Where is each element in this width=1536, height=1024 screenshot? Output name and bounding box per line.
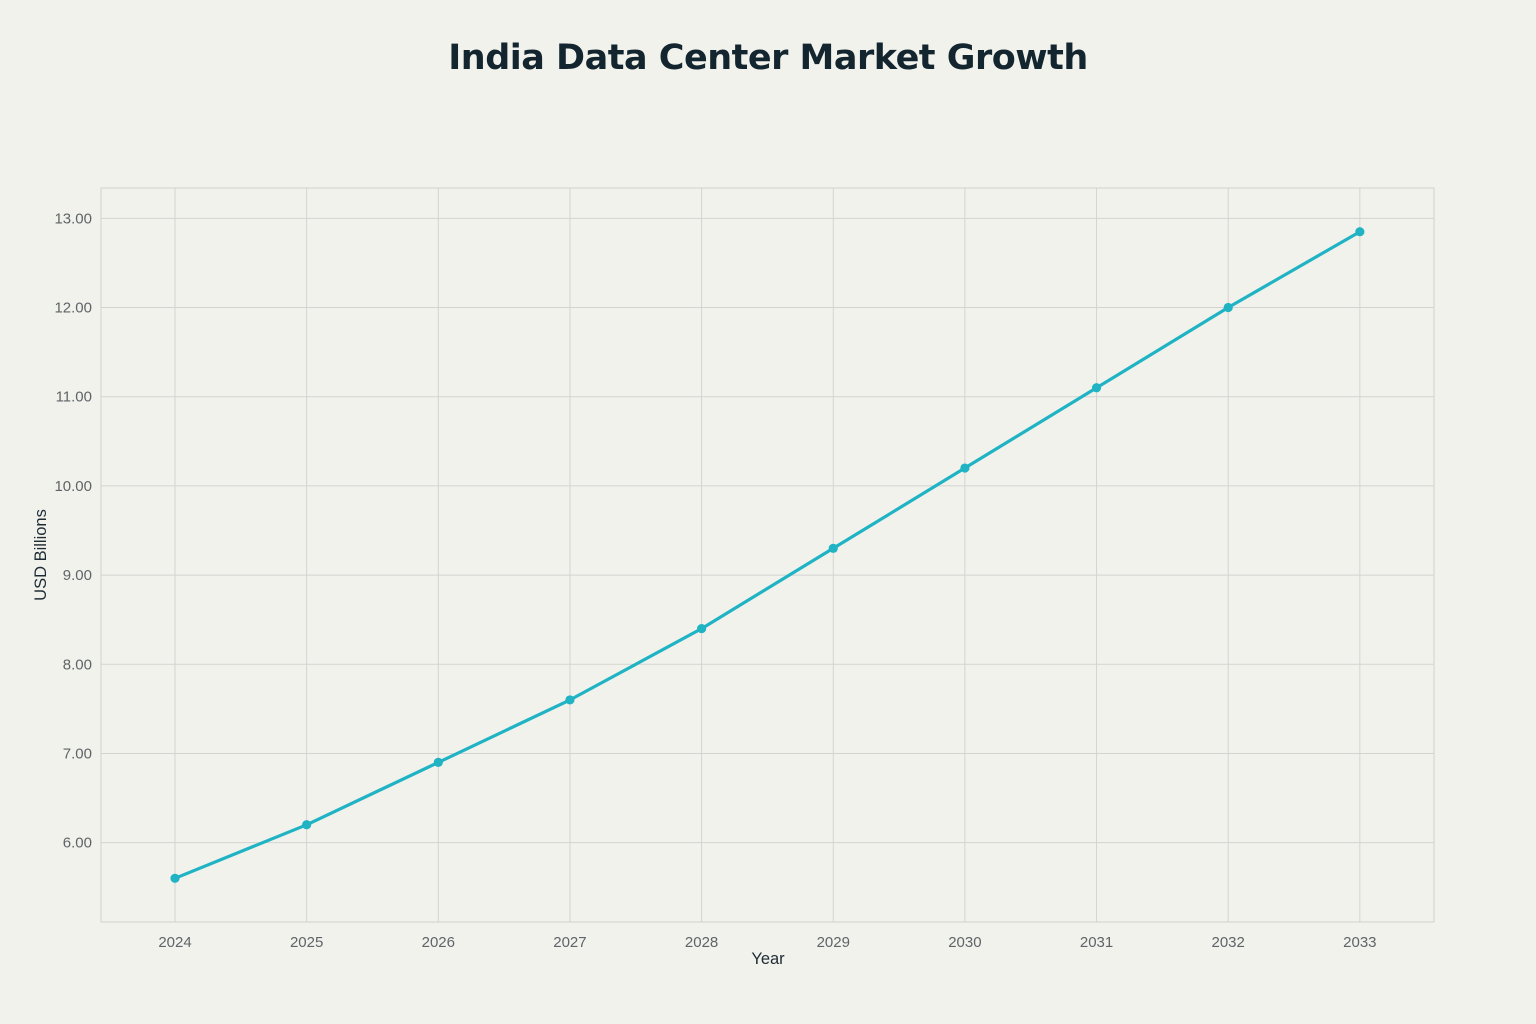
- x-tick-label: 2028: [685, 934, 718, 951]
- data-point: [565, 695, 575, 705]
- x-tick-label: 2030: [948, 934, 981, 951]
- horizontal-gridlines: [101, 217, 1434, 844]
- data-point: [170, 873, 180, 883]
- data-point: [828, 543, 838, 553]
- data-point: [1091, 383, 1102, 393]
- vertical-gridlines: [174, 188, 1361, 922]
- x-tick-label: 2027: [553, 934, 586, 951]
- plot-area-frame: [100, 187, 1435, 923]
- y-tick-label: 9.00: [63, 567, 92, 584]
- y-tick-label: 7.00: [63, 745, 92, 762]
- y-tick-label: 10.00: [54, 478, 92, 495]
- data-point: [1355, 227, 1365, 237]
- data-point: [697, 623, 707, 634]
- y-tick-label: 8.00: [63, 656, 92, 673]
- data-point: [433, 757, 443, 767]
- x-tick-label: 2033: [1343, 934, 1376, 951]
- x-axis-title: Year: [751, 950, 785, 968]
- x-tick-label: 2029: [817, 934, 850, 951]
- x-tick-label: 2032: [1212, 934, 1245, 951]
- y-tick-label: 11.00: [56, 389, 92, 406]
- x-tick-label: 2025: [290, 934, 323, 951]
- y-axis-tick-labels: 6.00 7.00 8.00 9.00 10.00 11.00 12.00 13.00: [54, 210, 92, 851]
- y-tick-label: 6.00: [63, 835, 92, 852]
- data-point: [302, 820, 312, 830]
- y-tick-label: 13.00: [54, 210, 92, 227]
- series-layer: [170, 227, 1365, 883]
- y-tick-label: 12.00: [54, 300, 92, 317]
- chart-title: India Data Center Market Growth: [448, 38, 1088, 78]
- x-tick-label: 2031: [1080, 934, 1113, 951]
- y-axis-title: USD Billions: [32, 509, 50, 601]
- data-point: [960, 463, 970, 473]
- x-tick-label: 2026: [422, 934, 455, 951]
- x-axis-tick-labels: 2024 2025 2026 2027 2028 2029 2030 2031 2032 2033: [158, 934, 1376, 951]
- data-point: [1223, 302, 1233, 313]
- series-line: [173, 230, 1362, 880]
- x-tick-label: 2024: [158, 934, 191, 951]
